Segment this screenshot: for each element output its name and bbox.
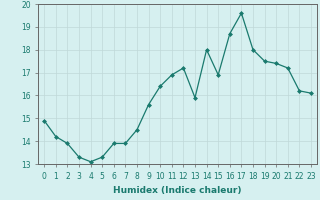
X-axis label: Humidex (Indice chaleur): Humidex (Indice chaleur)	[113, 186, 242, 195]
